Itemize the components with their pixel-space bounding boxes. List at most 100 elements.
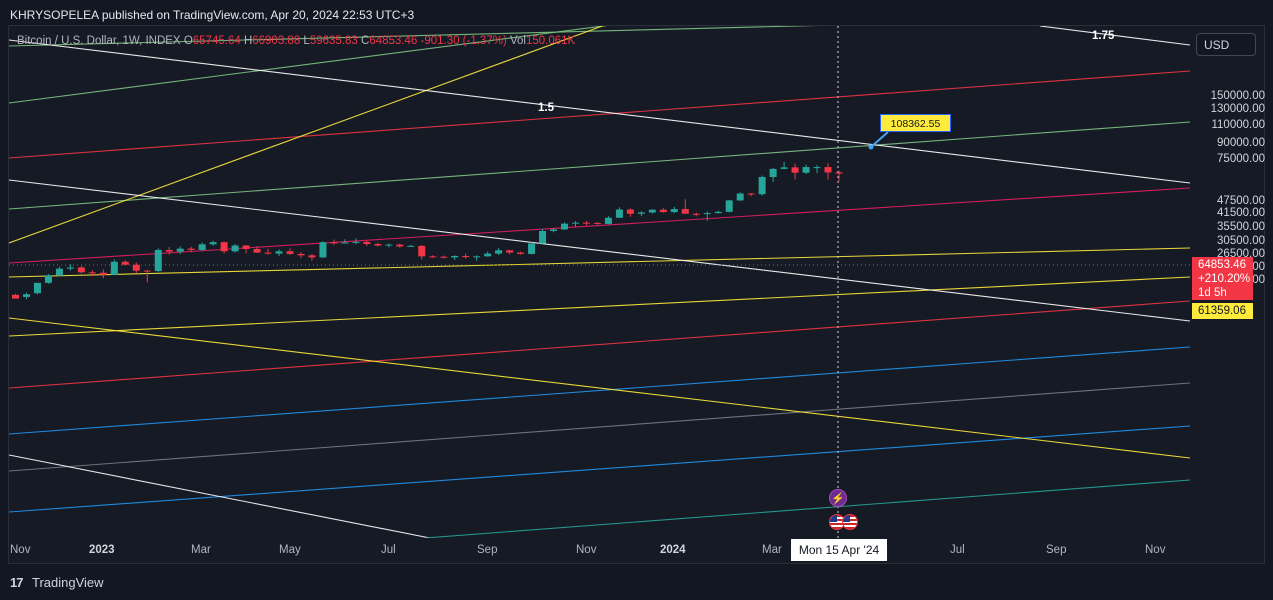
price-change-percent: +210.20% <box>1198 273 1251 285</box>
candle-body <box>341 242 349 244</box>
candle-body <box>297 253 305 256</box>
tradingview-logo: 17 TradingView <box>10 575 104 590</box>
low-label: L <box>303 35 310 47</box>
symbol-legend: Bitcoin / U.S. Dollar, 1W, INDEX O65745.… <box>17 35 575 47</box>
lightning-icon[interactable]: ⚡ <box>829 489 847 507</box>
candle-body <box>308 255 316 258</box>
price-tick-label: 110000.00 <box>1211 118 1265 131</box>
candle-body <box>659 209 667 213</box>
trend-line <box>9 121 1190 210</box>
time-tick-label: Sep <box>1046 544 1067 556</box>
price-tick-label: 35500.00 <box>1217 221 1265 234</box>
time-tick-label: Nov <box>10 544 31 556</box>
price-tick-label: 41500.00 <box>1217 207 1265 220</box>
open-value: 65745.64 <box>192 35 241 47</box>
candle-body <box>242 245 250 249</box>
change-value: -901.30 (-1.37%) <box>420 35 507 47</box>
high-value: 66903.88 <box>252 35 301 47</box>
trend-line <box>424 479 1190 538</box>
candle-body <box>780 167 788 169</box>
candle-body <box>330 242 338 244</box>
candle-body <box>12 294 19 299</box>
candle-body <box>198 244 206 250</box>
trend-line <box>9 247 1190 278</box>
candle-body <box>209 242 217 245</box>
callout-pointer <box>870 131 889 148</box>
trend-line <box>9 300 1190 389</box>
candle-body <box>363 241 371 244</box>
candle-body <box>561 223 568 230</box>
candle-body <box>593 222 601 224</box>
price-tick-label: 90000.00 <box>1217 136 1265 149</box>
candle-body <box>165 249 173 252</box>
candle-body <box>692 213 700 215</box>
candle-body <box>571 222 579 224</box>
candle-body <box>517 252 525 254</box>
trend-line <box>9 454 431 538</box>
close-label: C <box>361 35 370 47</box>
candle-body <box>604 217 612 224</box>
price-tick-label: 130000.00 <box>1210 103 1265 116</box>
chart-panel[interactable] <box>8 25 1265 564</box>
time-tick-label: May <box>279 544 301 556</box>
price-tick-label: 30500.00 <box>1217 235 1265 248</box>
candle-body <box>495 250 503 254</box>
candle-body <box>451 255 459 258</box>
candle-body <box>231 245 239 252</box>
time-tick-label: Mar <box>762 544 782 556</box>
trend-line <box>9 187 1190 264</box>
candle-body <box>835 172 843 174</box>
volume-label: Vol <box>509 35 526 47</box>
low-value: 59635.83 <box>309 35 358 47</box>
candle-body <box>758 176 766 195</box>
candle-body <box>176 248 184 252</box>
candle-body <box>132 264 140 271</box>
us-flag-icon[interactable] <box>842 514 858 530</box>
candle-body <box>99 272 107 275</box>
candle-body <box>44 275 52 283</box>
candle-body <box>385 244 393 246</box>
candle-body <box>802 167 810 173</box>
price-tick-label: 47500.00 <box>1217 194 1265 207</box>
candle-body <box>110 261 118 275</box>
symbol-name[interactable]: Bitcoin / U.S. Dollar, 1W, INDEX <box>17 35 181 47</box>
plot-area <box>9 26 1190 538</box>
volume-value: 150.061K <box>525 35 576 47</box>
price-callout[interactable]: 108362.55 <box>880 114 951 132</box>
candle-body <box>440 256 448 258</box>
candle-body <box>626 209 634 214</box>
trend-line <box>9 425 1190 513</box>
trend-line <box>9 39 1190 184</box>
us-flag-icon[interactable] <box>829 514 845 530</box>
fan-label-1-75: 1.75 <box>1092 30 1115 42</box>
candle-body <box>286 251 294 254</box>
high-label: H <box>243 35 253 47</box>
level-price-tag: 61359.06 <box>1192 303 1253 319</box>
candle-body <box>539 230 547 244</box>
candle-body <box>121 261 129 265</box>
tv-logo-icon: 17 <box>10 575 23 590</box>
candle-body <box>528 243 536 254</box>
candle-body <box>66 267 74 269</box>
candle-body <box>506 250 514 253</box>
time-tick-label: Nov <box>1145 544 1166 556</box>
candle-body <box>637 212 645 214</box>
trend-line <box>9 26 818 47</box>
close-value: 64853.46 <box>369 35 418 47</box>
trend-line <box>9 382 1190 472</box>
open-label: O <box>183 35 193 47</box>
candle-body <box>648 209 656 213</box>
candle-body <box>22 294 30 297</box>
candle-body <box>264 252 272 254</box>
trend-line <box>9 70 1190 159</box>
candle-body <box>396 244 404 247</box>
candle-body <box>813 167 821 169</box>
time-tick-label: Jul <box>381 544 396 556</box>
candle-body <box>143 270 151 272</box>
tradingview-brand: TradingView <box>32 575 104 590</box>
trend-line <box>9 317 1190 459</box>
time-tick-label: Nov <box>576 544 597 556</box>
currency-selector[interactable]: USD <box>1196 33 1256 56</box>
bottom-bar <box>0 564 1273 600</box>
